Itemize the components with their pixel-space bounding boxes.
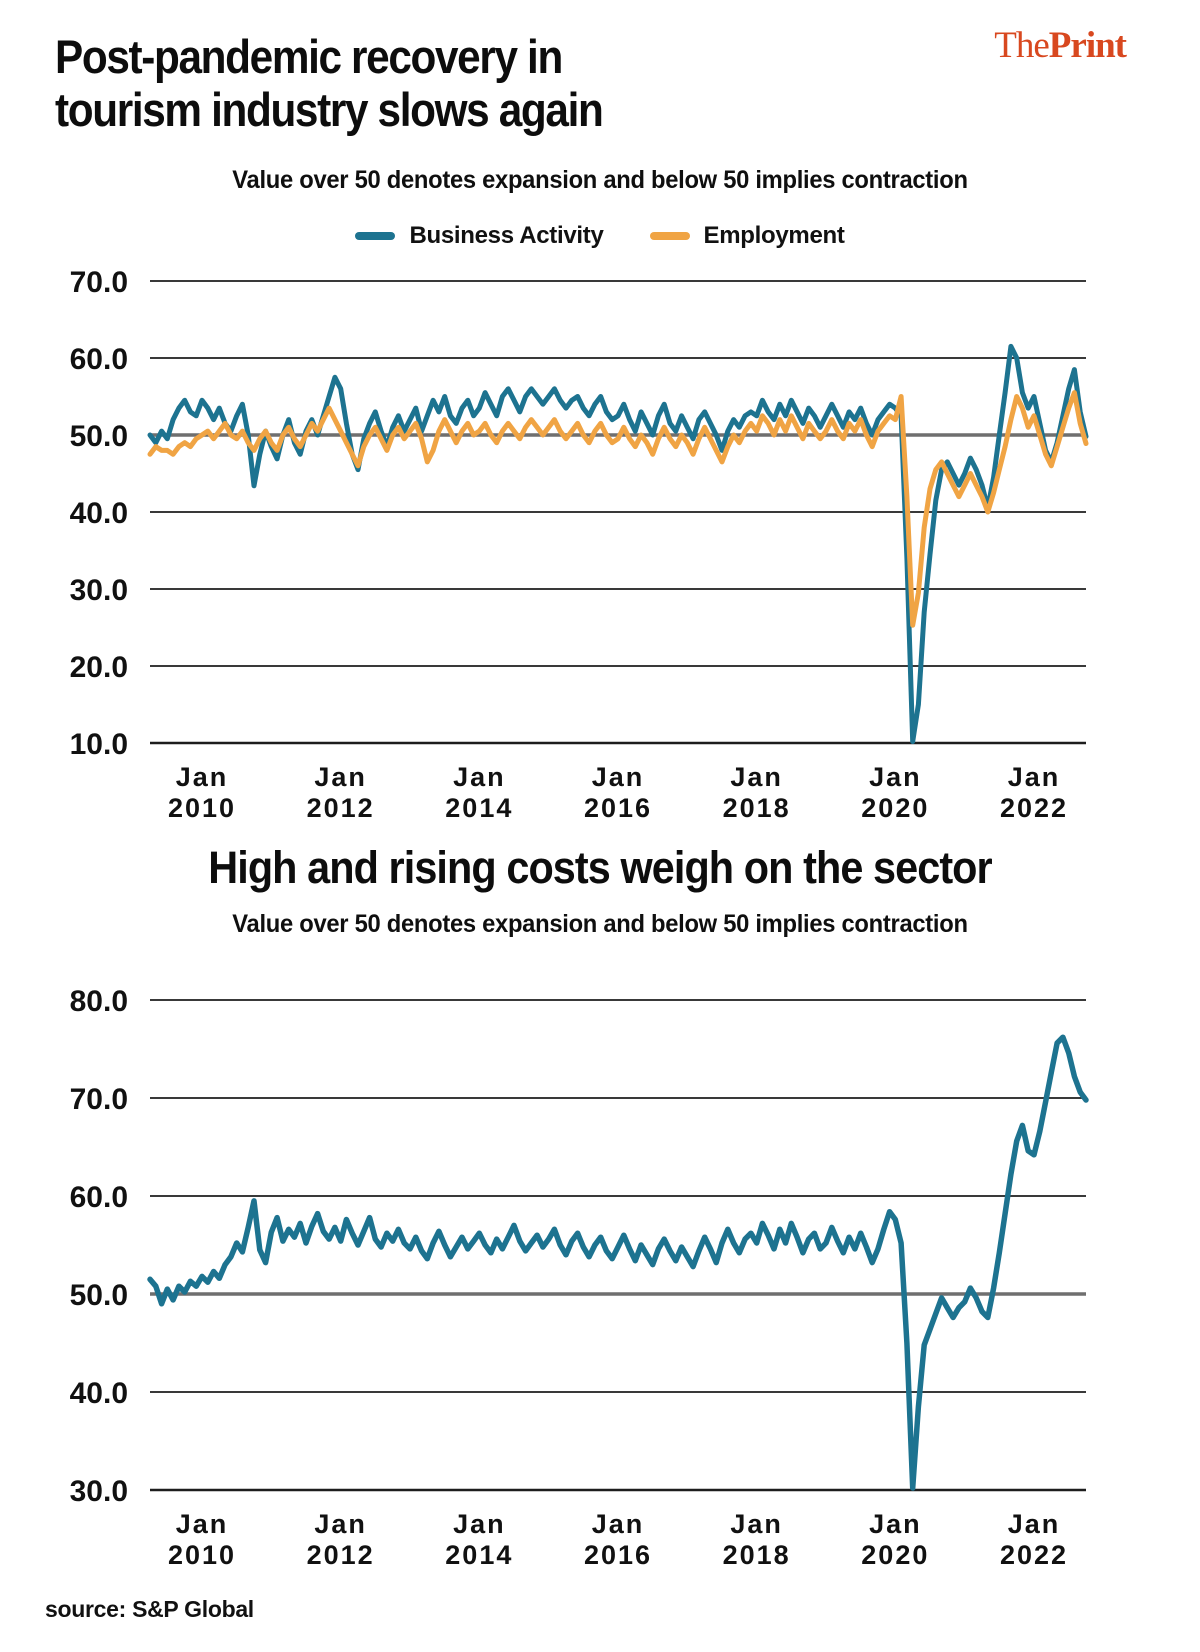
x-axis-label: Jan — [730, 1509, 783, 1539]
x-axis-label: 2020 — [861, 1540, 929, 1570]
y-axis-label: 60.0 — [70, 1181, 128, 1214]
x-axis-label: 2018 — [723, 793, 791, 823]
x-axis-label: Jan — [869, 762, 922, 792]
chart2-subtitle: Value over 50 denotes expansion and belo… — [232, 910, 968, 938]
x-axis-label: Jan — [869, 1509, 922, 1539]
x-axis-label: 2018 — [723, 1540, 791, 1570]
x-axis-label: Jan — [592, 762, 645, 792]
pmi-activity-employment-chart: 70.060.050.040.030.020.010.0Jan2010Jan20… — [70, 266, 1089, 823]
y-axis-label: 80.0 — [70, 985, 128, 1018]
chart2-title: High and rising costs weigh on the secto… — [208, 842, 992, 893]
x-axis-label: 2016 — [584, 793, 652, 823]
x-axis-label: 2012 — [307, 793, 375, 823]
x-axis-label: Jan — [1008, 762, 1061, 792]
business-activity-line — [147, 343, 1089, 744]
x-axis-label: Jan — [453, 762, 506, 792]
page-title: Post-pandemic recovery in tourism indust… — [55, 30, 604, 137]
chart1-legend: Business Activity Employment — [0, 222, 1200, 250]
y-axis-label: 40.0 — [70, 1377, 128, 1410]
x-axis-label: Jan — [453, 1509, 506, 1539]
y-axis-label: 50.0 — [70, 1279, 128, 1312]
costs-line — [147, 1034, 1089, 1491]
source-note: source: S&P Global — [45, 1596, 254, 1622]
employment-swatch-icon — [649, 232, 690, 240]
employment-line — [147, 390, 1089, 628]
x-axis-label: Jan — [730, 762, 783, 792]
legend-label-business-activity: Business Activity — [409, 222, 604, 249]
x-axis-label: 2010 — [168, 1540, 236, 1570]
legend-item-employment: Employment — [649, 222, 845, 250]
y-axis-label: 30.0 — [70, 1475, 128, 1508]
x-axis-label: Jan — [314, 1509, 367, 1539]
y-axis-label: 20.0 — [70, 651, 128, 684]
page-title-line2: tourism industry slows again — [55, 83, 604, 137]
logo-the: The — [994, 25, 1050, 66]
chart1-subtitle: Value over 50 denotes expansion and belo… — [232, 166, 968, 194]
x-axis-label: 2022 — [1000, 793, 1068, 823]
theprint-logo: ThePrint — [994, 24, 1127, 67]
logo-print: Print — [1048, 25, 1127, 66]
page-title-line1: Post-pandemic recovery in — [55, 30, 563, 83]
x-axis-label: Jan — [176, 1509, 229, 1539]
x-axis-label: 2010 — [168, 793, 236, 823]
legend-label-employment: Employment — [703, 222, 845, 249]
y-axis-label: 70.0 — [70, 1083, 128, 1116]
y-axis-label: 10.0 — [70, 728, 128, 761]
x-axis-label: 2014 — [445, 1540, 513, 1570]
y-axis-label: 50.0 — [70, 420, 128, 453]
y-axis-label: 30.0 — [70, 574, 128, 607]
y-axis-label: 70.0 — [70, 266, 128, 299]
x-axis-label: Jan — [176, 762, 229, 792]
y-axis-label: 60.0 — [70, 343, 128, 376]
x-axis-label: 2014 — [445, 793, 513, 823]
x-axis-label: 2022 — [1000, 1540, 1068, 1570]
x-axis-label: 2016 — [584, 1540, 652, 1570]
x-axis-label: 2020 — [861, 793, 929, 823]
legend-item-business-activity: Business Activity — [355, 222, 604, 250]
y-axis-label: 40.0 — [70, 497, 128, 530]
x-axis-label: Jan — [314, 762, 367, 792]
business-activity-swatch-icon — [355, 232, 396, 240]
x-axis-label: Jan — [592, 1509, 645, 1539]
x-axis-label: 2012 — [307, 1540, 375, 1570]
costs-chart: 80.070.060.050.040.030.0Jan2010Jan2012Ja… — [70, 985, 1089, 1570]
x-axis-label: Jan — [1008, 1509, 1061, 1539]
